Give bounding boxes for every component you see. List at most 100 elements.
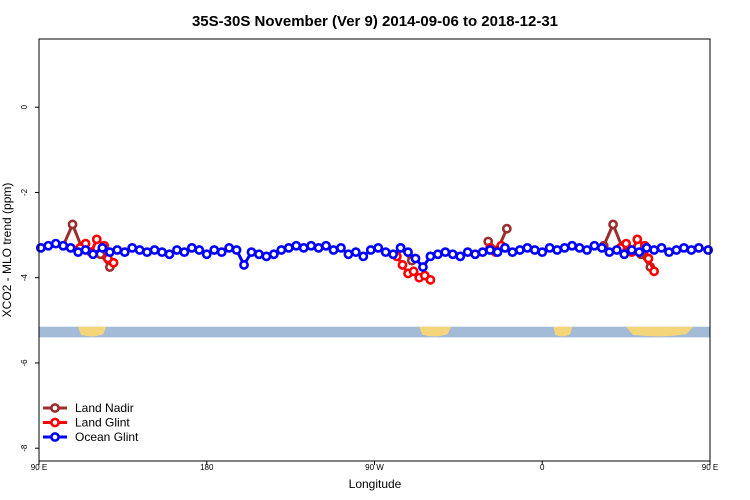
data-point [172, 245, 182, 255]
y-tick-label: -8 [20, 444, 29, 452]
data-point [186, 242, 197, 253]
x-tick-label: 0 [540, 463, 545, 472]
data-point [239, 260, 249, 270]
data-point [567, 240, 577, 251]
legend-item: Ocean Glint [43, 430, 139, 444]
legend-swatch-marker [50, 417, 60, 428]
data-point [104, 247, 115, 258]
data-point [231, 245, 242, 255]
y-tick-label: -4 [20, 274, 29, 282]
data-point [522, 242, 533, 253]
data-point [254, 249, 264, 260]
data-point [179, 247, 190, 258]
chart-title: 35S-30S November (Ver 9) 2014-09-06 to 2… [192, 13, 558, 30]
x-tick-label: 90 E [702, 463, 718, 472]
data-point [582, 245, 592, 255]
data-point [544, 242, 555, 253]
data-point [574, 242, 585, 253]
x-axis-label: Longitude [349, 477, 402, 491]
data-point [686, 245, 697, 255]
data-point [664, 247, 674, 258]
data-point [224, 242, 235, 253]
data-point [649, 266, 659, 277]
legend-swatch-marker [50, 432, 60, 442]
data-point [112, 245, 123, 255]
data-point [604, 247, 615, 258]
data-point [306, 240, 317, 251]
land-region [419, 326, 451, 337]
data-point [91, 234, 102, 245]
data-point [336, 242, 346, 253]
data-point [514, 245, 525, 255]
data-point [656, 242, 667, 253]
data-point [216, 247, 227, 258]
data-point [507, 247, 518, 258]
data-point [380, 247, 391, 258]
data-point [397, 260, 408, 270]
data-point [425, 274, 436, 285]
data-point [268, 249, 279, 260]
data-point [552, 245, 563, 255]
data-point [373, 242, 384, 253]
data-point [679, 242, 689, 253]
land-ocean-band [39, 326, 710, 338]
data-point [358, 251, 369, 262]
data-point [403, 247, 413, 258]
land-region [626, 326, 694, 337]
data-point [201, 249, 212, 260]
data-point [395, 242, 406, 253]
data-point [408, 266, 419, 277]
data-point [108, 257, 119, 268]
data-point [634, 247, 645, 258]
data-point [455, 251, 466, 262]
data-point [321, 240, 331, 251]
y-axis-label: XCO2 - MLO trend (ppm) [0, 183, 14, 318]
data-point [149, 245, 160, 255]
data-point [35, 242, 46, 253]
legend-item: Land Nadir [43, 401, 134, 415]
legend-label: Ocean Glint [75, 430, 139, 444]
data-point [477, 247, 488, 258]
data-point [80, 245, 91, 255]
data-point [88, 249, 98, 260]
data-point [164, 249, 175, 260]
data-point [388, 249, 399, 260]
data-point [313, 242, 324, 253]
land-region [78, 326, 107, 337]
data-point [643, 253, 654, 264]
data-point [283, 242, 294, 253]
y-axis: 0 -2 -4 -6 -8 [20, 104, 39, 452]
data-point [537, 247, 548, 258]
data-point [157, 247, 167, 258]
data-point [142, 247, 153, 258]
data-point [485, 245, 495, 255]
data-point [350, 247, 361, 258]
ocean-band [39, 326, 710, 338]
data-point [632, 234, 643, 245]
data-point [501, 223, 512, 234]
data-point [425, 251, 436, 262]
data-point [619, 249, 630, 260]
data-point [703, 245, 714, 255]
data-point [97, 242, 108, 253]
data-point [440, 247, 451, 258]
y-tick-label: 0 [20, 104, 29, 109]
data-point [43, 240, 54, 251]
x-tick-label: 90 E [31, 463, 47, 472]
data-point [119, 247, 130, 258]
legend-swatch-marker [50, 403, 60, 413]
data-point [492, 247, 503, 258]
data-point [410, 253, 421, 264]
data-point [693, 242, 704, 253]
legend-item: Land Glint [43, 416, 130, 430]
legend-label: Land Glint [75, 416, 130, 430]
series-layer [35, 219, 714, 285]
data-point [246, 247, 257, 258]
data-point [328, 245, 339, 255]
data-point [194, 245, 205, 255]
data-point [447, 249, 458, 260]
series-ocean-glint [35, 238, 714, 272]
